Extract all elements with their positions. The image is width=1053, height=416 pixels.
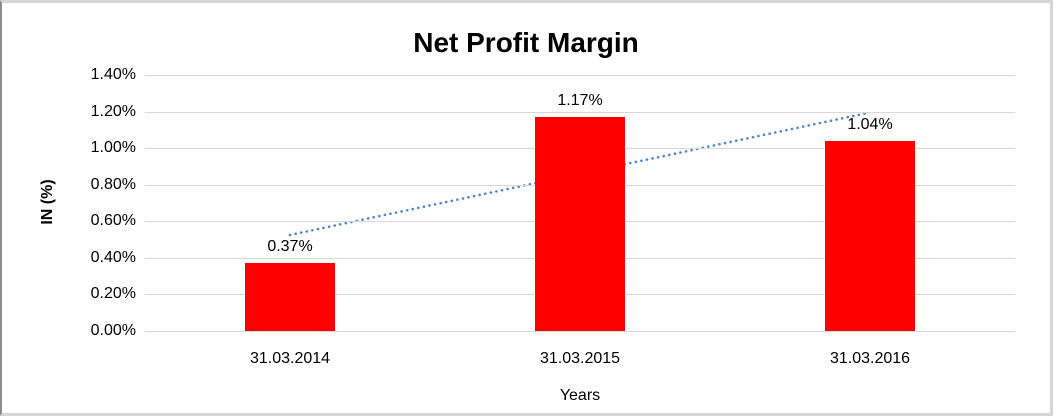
y-axis-title: IN (%): [39, 179, 56, 225]
y-tick-label: 1.40%: [90, 66, 136, 83]
bar-data-label: 1.04%: [847, 115, 893, 133]
bar-data-label: 0.37%: [267, 238, 313, 256]
bar: [825, 140, 915, 331]
y-tick-label: 0.80%: [90, 175, 136, 193]
gridline: [145, 331, 1015, 332]
bar: [245, 263, 335, 331]
x-axis-title: Years: [559, 387, 601, 404]
x-tick-label: 31.03.2016: [829, 350, 911, 367]
y-tick-label: 1.00%: [90, 139, 136, 157]
y-tick-label: 0.60%: [90, 212, 136, 230]
y-tick-label: 1.20%: [90, 102, 136, 120]
y-tick-label: 0.40%: [90, 248, 136, 266]
gridline: [145, 111, 1015, 113]
gridline: [145, 75, 1015, 76]
bar-data-label: 1.17%: [557, 92, 603, 110]
chart-title: Net Profit Margin: [413, 27, 639, 58]
bar: [535, 117, 625, 331]
x-tick-label: 31.03.2014: [249, 350, 331, 367]
y-tick-label: 0.00%: [90, 322, 136, 339]
y-tick-label: 0.20%: [90, 285, 136, 303]
x-tick-label: 31.03.2015: [539, 350, 621, 367]
